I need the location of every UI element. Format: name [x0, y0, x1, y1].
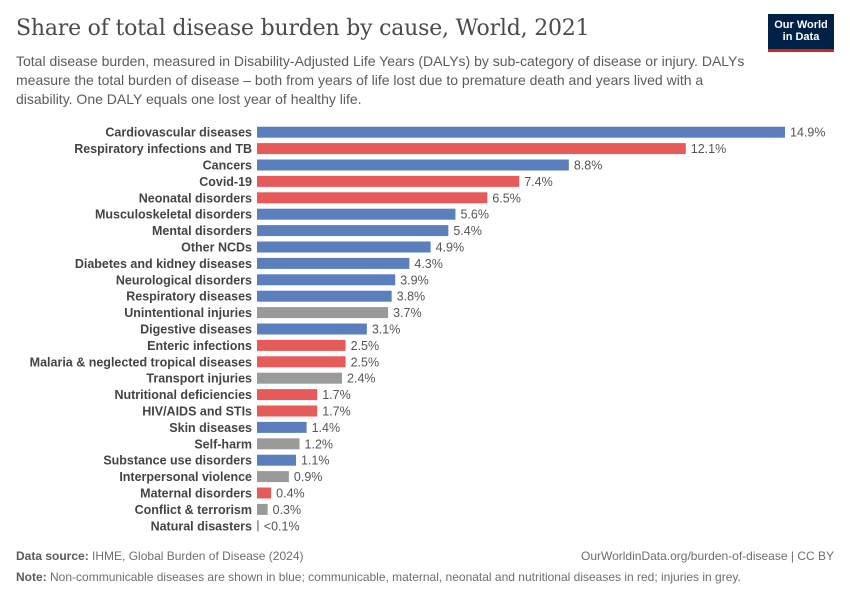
bar[interactable]	[257, 208, 456, 220]
bar[interactable]	[257, 159, 569, 171]
value-label: 7.4%	[524, 175, 553, 189]
bar[interactable]	[257, 126, 785, 138]
value-label: 5.6%	[460, 208, 489, 222]
bar[interactable]	[257, 290, 392, 302]
bar[interactable]	[257, 339, 346, 351]
value-label: 0.4%	[276, 487, 305, 501]
category-label: Conflict & terrorism	[135, 503, 252, 517]
bar[interactable]	[257, 438, 300, 450]
note-text: Non-communicable diseases are shown in b…	[50, 570, 741, 584]
bar-chart: Cardiovascular diseases 14.9% Respiratory …	[30, 126, 826, 534]
source-url[interactable]: OurWorldinData.org/burden-of-disease | C…	[580, 549, 834, 563]
category-label: Other NCDs	[181, 241, 252, 255]
bar[interactable]	[257, 405, 318, 417]
value-label: 4.3%	[414, 257, 443, 271]
category-label: Self-harm	[194, 437, 252, 451]
bar[interactable]	[257, 520, 259, 532]
category-label: Neurological disorders	[116, 273, 252, 287]
category-label: Enteric infections	[147, 339, 252, 353]
bar[interactable]	[257, 454, 296, 466]
category-label: Covid-19	[199, 175, 252, 189]
value-label: 1.7%	[322, 388, 351, 402]
category-label: Maternal disorders	[140, 487, 252, 501]
bar[interactable]	[257, 274, 396, 286]
category-label: Skin diseases	[169, 421, 252, 435]
value-label: <0.1%	[264, 519, 300, 533]
category-label: Respiratory infections and TB	[74, 142, 252, 156]
bar[interactable]	[257, 241, 431, 253]
category-label: Unintentional injuries	[124, 306, 252, 320]
category-label: Cardiovascular diseases	[105, 126, 252, 140]
chart-note: Note: Non-communicable diseases are show…	[16, 570, 741, 584]
bar[interactable]	[257, 225, 449, 237]
bar[interactable]	[257, 372, 343, 384]
value-label: 1.2%	[305, 437, 334, 451]
bar[interactable]	[257, 389, 318, 401]
note-label: Note:	[16, 570, 47, 584]
bar[interactable]	[257, 143, 686, 155]
category-label: Respiratory diseases	[126, 290, 252, 304]
value-label: 1.1%	[301, 454, 330, 468]
value-label: 12.1%	[691, 142, 726, 156]
category-label: Nutritional deficiencies	[114, 388, 252, 402]
bar[interactable]	[257, 503, 268, 515]
value-label: 4.9%	[436, 241, 465, 255]
value-label: 1.7%	[322, 405, 351, 419]
data-source: Data source: IHME, Global Burden of Dise…	[16, 549, 303, 563]
value-label: 2.5%	[351, 339, 380, 353]
value-label: 2.5%	[351, 355, 380, 369]
category-label: Transport injuries	[146, 372, 252, 386]
bar[interactable]	[257, 421, 307, 433]
bar[interactable]	[257, 356, 346, 368]
bar[interactable]	[257, 471, 289, 483]
value-label: 3.1%	[372, 323, 401, 337]
category-label: Digestive diseases	[140, 323, 252, 337]
bar[interactable]	[257, 257, 410, 269]
bar[interactable]	[257, 323, 367, 335]
category-label: HIV/AIDS and STIs	[142, 405, 252, 419]
category-label: Natural disasters	[151, 519, 252, 533]
value-label: 0.9%	[294, 470, 323, 484]
category-label: Neonatal disorders	[139, 191, 252, 205]
chart-subtitle: Total disease burden, measured in Disabi…	[16, 53, 745, 107]
logo-line-2: in Data	[782, 31, 820, 43]
category-label: Substance use disorders	[103, 454, 252, 468]
logo-line-1: Our World	[774, 19, 828, 31]
bar[interactable]	[257, 192, 488, 204]
bar[interactable]	[257, 175, 520, 187]
owid-logo[interactable]: Our World in Data	[768, 14, 834, 52]
value-label: 3.9%	[400, 273, 429, 287]
value-label: 3.8%	[397, 290, 426, 304]
category-label: Cancers	[203, 159, 252, 173]
value-label: 3.7%	[393, 306, 422, 320]
value-label: 5.4%	[453, 224, 482, 238]
category-label: Interpersonal violence	[119, 470, 252, 484]
category-label: Malaria & neglected tropical diseases	[30, 355, 252, 369]
value-label: 8.8%	[574, 159, 603, 173]
bar[interactable]	[257, 487, 272, 499]
bar[interactable]	[257, 307, 389, 319]
data-source-label: Data source:	[16, 549, 89, 563]
category-label: Musculoskeletal disorders	[95, 208, 252, 222]
value-label: 6.5%	[492, 191, 521, 205]
value-label: 1.4%	[312, 421, 341, 435]
data-source-text[interactable]: IHME, Global Burden of Disease (2024)	[92, 549, 304, 563]
value-label: 14.9%	[790, 126, 825, 140]
value-label: 0.3%	[273, 503, 302, 517]
chart-title: Share of total disease burden by cause, …	[16, 16, 590, 41]
value-label: 2.4%	[347, 372, 376, 386]
category-label: Diabetes and kidney diseases	[75, 257, 252, 271]
category-label: Mental disorders	[152, 224, 252, 238]
